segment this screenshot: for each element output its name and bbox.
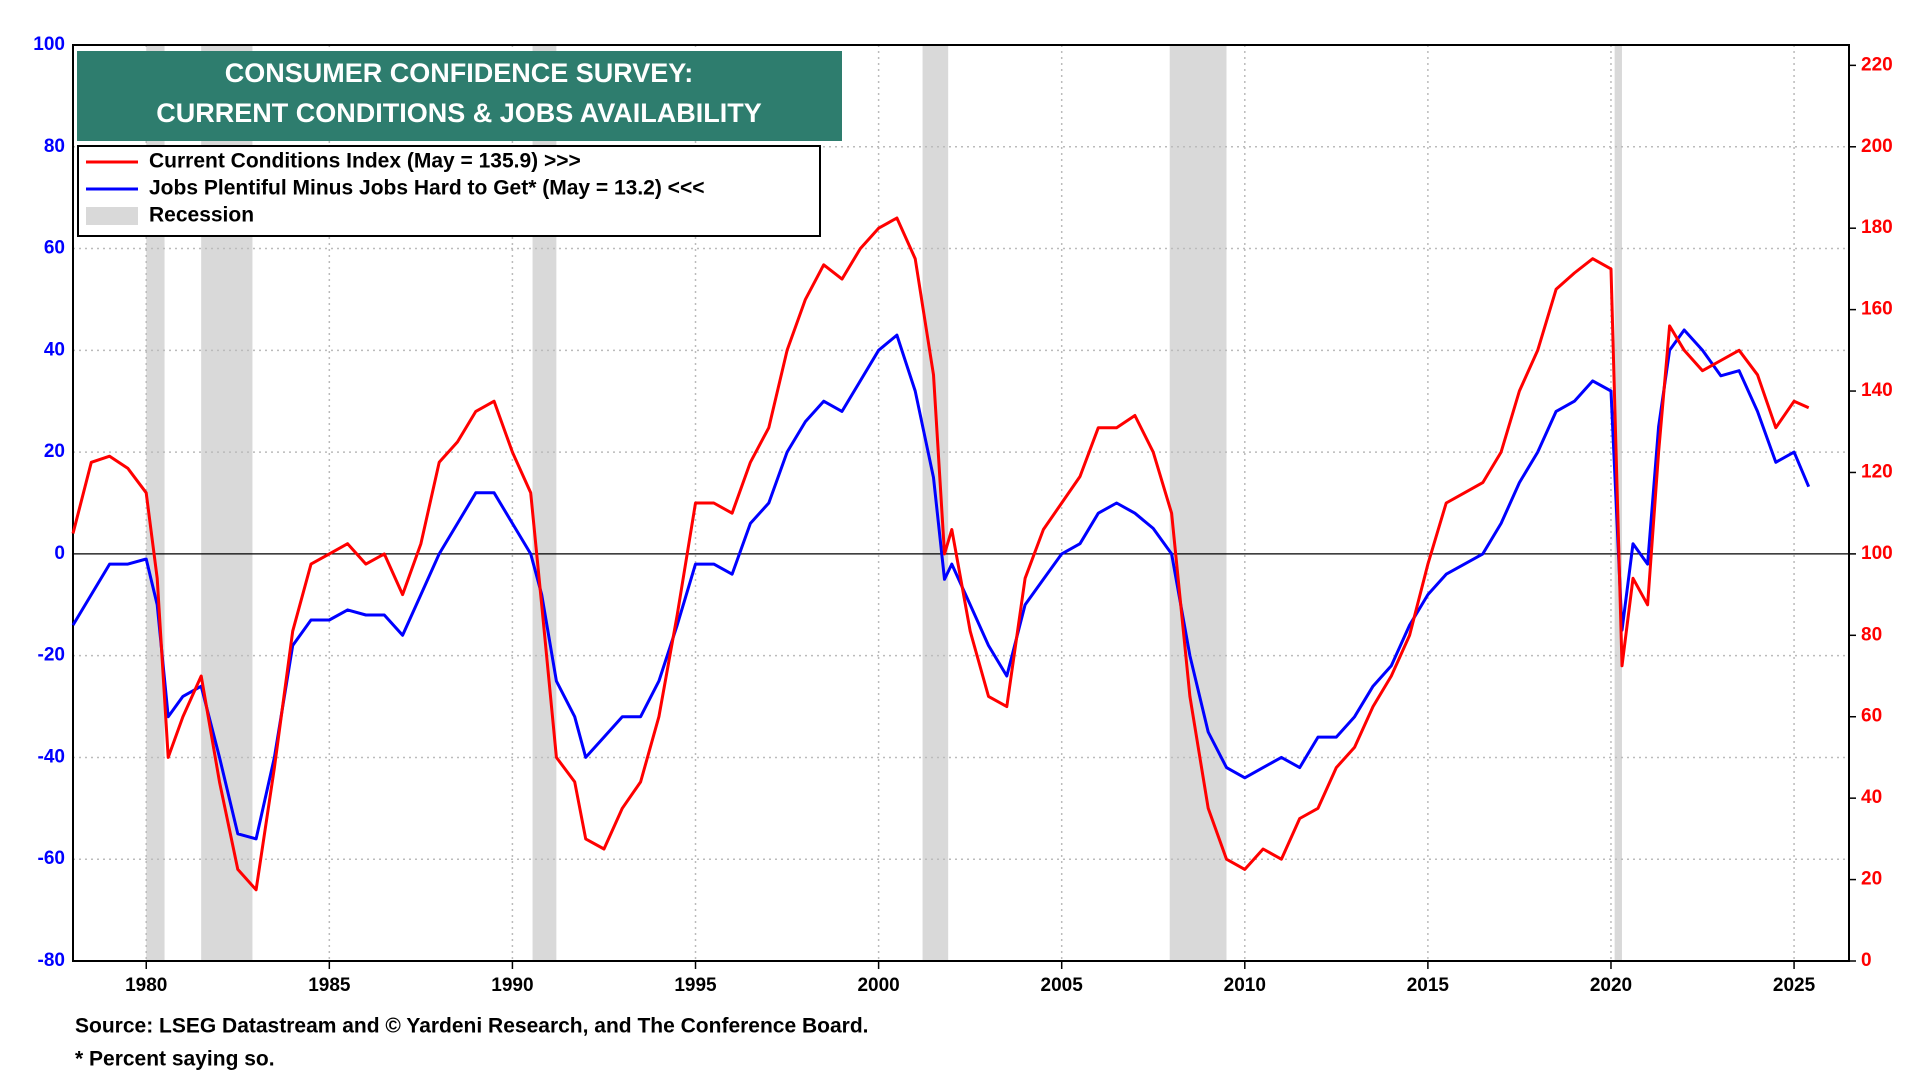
y-tick-label: 80 xyxy=(44,136,65,157)
y-tick-label: 100 xyxy=(33,34,65,55)
plot-frame xyxy=(72,44,1850,962)
x-tick-label: 1980 xyxy=(125,975,167,996)
recession-band xyxy=(532,45,557,961)
y2-tick-label: 120 xyxy=(1861,461,1893,482)
y-tick-label: 60 xyxy=(44,238,65,259)
x-tick-label: 2010 xyxy=(1224,975,1266,996)
x-tick-label: 1990 xyxy=(491,975,533,996)
y-tick-label: -80 xyxy=(38,950,65,971)
y2-tick-label: 40 xyxy=(1861,787,1882,808)
y-tick-label: -60 xyxy=(38,848,65,869)
y-tick-label: -40 xyxy=(38,746,65,767)
y2-tick-label: 160 xyxy=(1861,299,1893,320)
legend-swatch xyxy=(86,207,138,225)
y2-tick-label: 100 xyxy=(1861,543,1893,564)
x-tick-label: 2005 xyxy=(1041,975,1084,996)
x-tick-label: 1995 xyxy=(674,975,717,996)
y-tick-label: 40 xyxy=(44,339,65,360)
x-tick-label: 2025 xyxy=(1773,975,1816,996)
y2-tick-label: 200 xyxy=(1861,136,1893,157)
x-tick-label: 2000 xyxy=(857,975,899,996)
data-line xyxy=(71,328,1811,841)
recession-band xyxy=(146,45,165,961)
y2-tick-label: 220 xyxy=(1861,54,1893,75)
y2-tick-label: 80 xyxy=(1861,624,1882,645)
legend-label: Jobs Plentiful Minus Jobs Hard to Get* (… xyxy=(149,177,704,200)
y2-tick-label: 140 xyxy=(1861,380,1893,401)
recession-band xyxy=(1169,45,1227,961)
title-box xyxy=(77,51,842,141)
x-tick-label: 2020 xyxy=(1590,975,1632,996)
y-tick-label: 0 xyxy=(54,543,65,564)
footnote: * Percent saying so. xyxy=(75,1048,275,1071)
x-tick-label: 1985 xyxy=(308,975,351,996)
y-tick-label: 20 xyxy=(44,441,65,462)
y-tick-label: -20 xyxy=(38,645,65,666)
y2-tick-label: 0 xyxy=(1861,950,1872,971)
source-note: Source: LSEG Datastream and © Yardeni Re… xyxy=(75,1015,869,1038)
y2-tick-label: 60 xyxy=(1861,706,1882,727)
y2-tick-label: 180 xyxy=(1861,217,1893,238)
legend-label: Recession xyxy=(149,204,254,227)
x-tick-label: 2015 xyxy=(1407,975,1450,996)
legend-box xyxy=(77,145,821,237)
chart-title: CONSUMER CONFIDENCE SURVEY: xyxy=(225,58,694,88)
data-line xyxy=(71,216,1810,892)
legend-label: Current Conditions Index (May = 135.9) >… xyxy=(149,150,581,173)
chart-title: CURRENT CONDITIONS & JOBS AVAILABILITY xyxy=(156,98,762,128)
y2-tick-label: 20 xyxy=(1861,869,1882,890)
